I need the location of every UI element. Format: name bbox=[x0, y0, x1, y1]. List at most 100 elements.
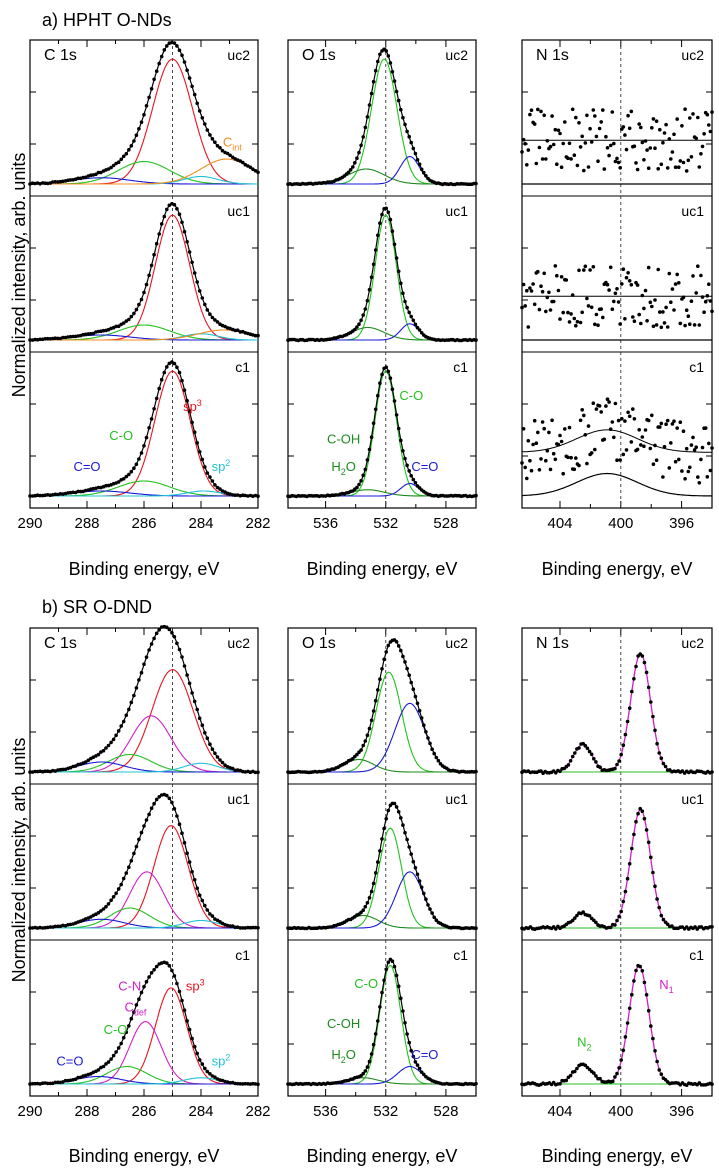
data-point bbox=[159, 222, 164, 226]
data-point bbox=[157, 61, 161, 66]
panel-title: N 1s bbox=[536, 635, 569, 652]
data-point bbox=[613, 766, 617, 771]
data-point bbox=[659, 1072, 664, 1076]
data-point bbox=[409, 474, 414, 478]
data-point bbox=[147, 273, 151, 278]
data-point bbox=[566, 310, 570, 315]
data-point bbox=[403, 660, 407, 664]
x-tick-label: 282 bbox=[245, 1103, 270, 1120]
data-point bbox=[68, 178, 73, 182]
data-point bbox=[175, 641, 179, 646]
component-C-O bbox=[288, 671, 476, 773]
data-point bbox=[45, 1081, 50, 1086]
data-point bbox=[594, 312, 599, 317]
data-point bbox=[376, 860, 380, 864]
annotation-label: sp3 bbox=[186, 977, 205, 993]
data-point bbox=[583, 141, 588, 145]
data-point bbox=[572, 467, 577, 472]
data-point bbox=[670, 150, 675, 154]
data-point bbox=[624, 275, 629, 280]
data-point bbox=[152, 801, 156, 806]
data-point bbox=[650, 413, 654, 418]
data-point bbox=[705, 475, 710, 479]
data-point bbox=[539, 284, 543, 289]
data-point bbox=[116, 324, 121, 329]
data-point bbox=[662, 444, 667, 449]
data-point bbox=[526, 325, 531, 329]
data-point bbox=[613, 1075, 617, 1079]
data-point bbox=[361, 1071, 366, 1076]
data-point bbox=[624, 147, 629, 152]
data-point bbox=[373, 68, 378, 73]
data-point bbox=[615, 918, 619, 923]
data-point bbox=[170, 631, 174, 635]
data-point bbox=[689, 443, 694, 447]
data-point bbox=[634, 664, 638, 669]
data-point bbox=[689, 299, 694, 304]
data-point bbox=[376, 1019, 380, 1023]
data-point bbox=[577, 121, 581, 125]
component-C=O bbox=[288, 702, 476, 773]
data-point bbox=[710, 925, 714, 929]
data-point bbox=[407, 673, 412, 677]
data-point bbox=[625, 719, 630, 724]
data-point bbox=[170, 968, 174, 973]
data-point bbox=[623, 317, 627, 321]
data-point bbox=[575, 1066, 579, 1071]
data-point bbox=[661, 475, 665, 479]
data-point bbox=[147, 426, 151, 430]
axes-frame bbox=[521, 39, 713, 509]
data-point bbox=[256, 926, 260, 930]
data-point bbox=[587, 749, 592, 754]
data-point bbox=[124, 474, 129, 479]
x-tick-label: 400 bbox=[608, 515, 633, 532]
data-point bbox=[361, 908, 366, 912]
data-point bbox=[566, 763, 571, 767]
data-point bbox=[139, 990, 144, 995]
data-point bbox=[413, 694, 418, 699]
data-point bbox=[132, 1010, 136, 1014]
data-point bbox=[208, 475, 212, 479]
data-point bbox=[61, 767, 65, 772]
data-point bbox=[639, 321, 643, 326]
data-point bbox=[396, 644, 401, 648]
data-point bbox=[654, 458, 659, 463]
data-point bbox=[390, 387, 395, 392]
data-point bbox=[396, 269, 401, 274]
data-point bbox=[582, 268, 586, 272]
data-point bbox=[363, 739, 368, 743]
data-point bbox=[369, 91, 374, 96]
data-point bbox=[409, 852, 414, 856]
data-point bbox=[185, 240, 189, 244]
data-point bbox=[403, 122, 407, 127]
data-point bbox=[187, 681, 192, 686]
data-point bbox=[703, 426, 708, 430]
data-point bbox=[365, 1065, 370, 1069]
data-point bbox=[629, 109, 634, 114]
data-point bbox=[124, 871, 129, 875]
data-point bbox=[525, 163, 529, 167]
data-point bbox=[251, 925, 255, 930]
data-point bbox=[392, 79, 397, 83]
data-point bbox=[642, 660, 647, 665]
data-point bbox=[228, 1081, 232, 1085]
data-point bbox=[187, 76, 192, 80]
data-point bbox=[607, 288, 611, 292]
data-point bbox=[53, 492, 58, 497]
data-point bbox=[187, 250, 192, 254]
data-point bbox=[205, 908, 210, 912]
data-point bbox=[371, 262, 376, 267]
data-point bbox=[132, 139, 136, 143]
data-point bbox=[56, 924, 60, 929]
data-point bbox=[673, 282, 678, 286]
data-point bbox=[551, 142, 556, 147]
data-point bbox=[539, 457, 543, 461]
data-point bbox=[432, 915, 437, 920]
data-point bbox=[567, 141, 572, 146]
spectrum-label-c1: c1 bbox=[235, 359, 250, 375]
data-point bbox=[127, 707, 131, 712]
data-point bbox=[651, 324, 656, 329]
data-point bbox=[154, 69, 159, 73]
data-point bbox=[48, 925, 53, 929]
data-point bbox=[580, 310, 584, 315]
